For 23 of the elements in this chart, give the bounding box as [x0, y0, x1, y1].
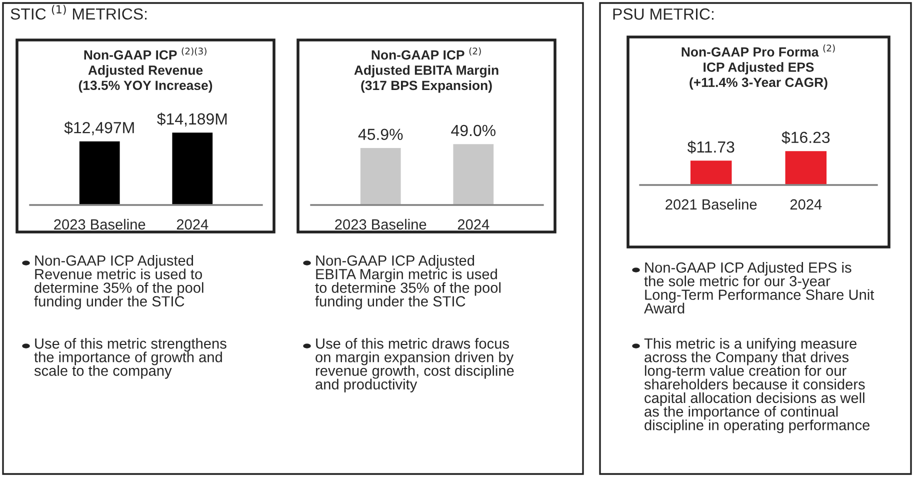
- text: Use of this metric strengthens the importance of growth and scale to the company: [34, 338, 226, 379]
- text: Non-GAAP ICP Adjusted EBITA Margin metric is used to determine 35% of the pool funding under the STIC: [315, 255, 500, 310]
- x-tick-label: 2024: [790, 199, 822, 210]
- chart-title: Non-GAAP ICP $^{(2)}$ Adjusted EBITA Margin (317 BPS Expansion): [354, 47, 498, 93]
- x-tick-label: 2024: [458, 219, 490, 230]
- text: Non-GAAP ICP Adjusted Revenue metric is used to determine 35% of the pool funding under the STIC: [34, 255, 204, 310]
- x-tick-label: 2023 Baseline: [54, 218, 146, 230]
- data-label: $11.73: [687, 140, 734, 154]
- data-label: 45.9%: [358, 128, 403, 140]
- data-label: $16.23: [782, 131, 830, 144]
- text: Non-GAAP ICP Adjusted EPS is the sole metric for our 3-year Long-Term Performance Share Unit Award: [644, 262, 874, 314]
- x-tick-label: 2021 Baseline: [666, 198, 757, 210]
- chart-title: Non-GAAP ICP $^{(2)(3)}$ Adjusted Revenue (13.5% YOY Increase): [78, 47, 212, 93]
- data-label: $12,497M: [64, 121, 134, 136]
- text: STIC $^{(1)}$ METRICS:: [10, 4, 147, 20]
- x-tick-label: 2024: [176, 219, 208, 230]
- data-label: 49.0%: [451, 124, 496, 136]
- x-tick-label: 2023 Baseline: [335, 218, 426, 230]
- text: PSU METRIC:: [613, 8, 714, 20]
- text: This metric is a unifying measure across the Company that drives long-term value creation for our shareholders because it considers capital allocation decisions as well as the importance of continual discipline in operating performance: [644, 338, 870, 434]
- data-label: $14,189M: [157, 112, 227, 126]
- chart-title: Non-GAAP Pro Forma $^{(2)}$ ICP Adjusted EPS (+11.4% 3-Year CAGR): [682, 44, 835, 90]
- text: Use of this metric draws focus on margin expansion driven by revenue growth, cost discipline and productivity: [316, 338, 514, 392]
